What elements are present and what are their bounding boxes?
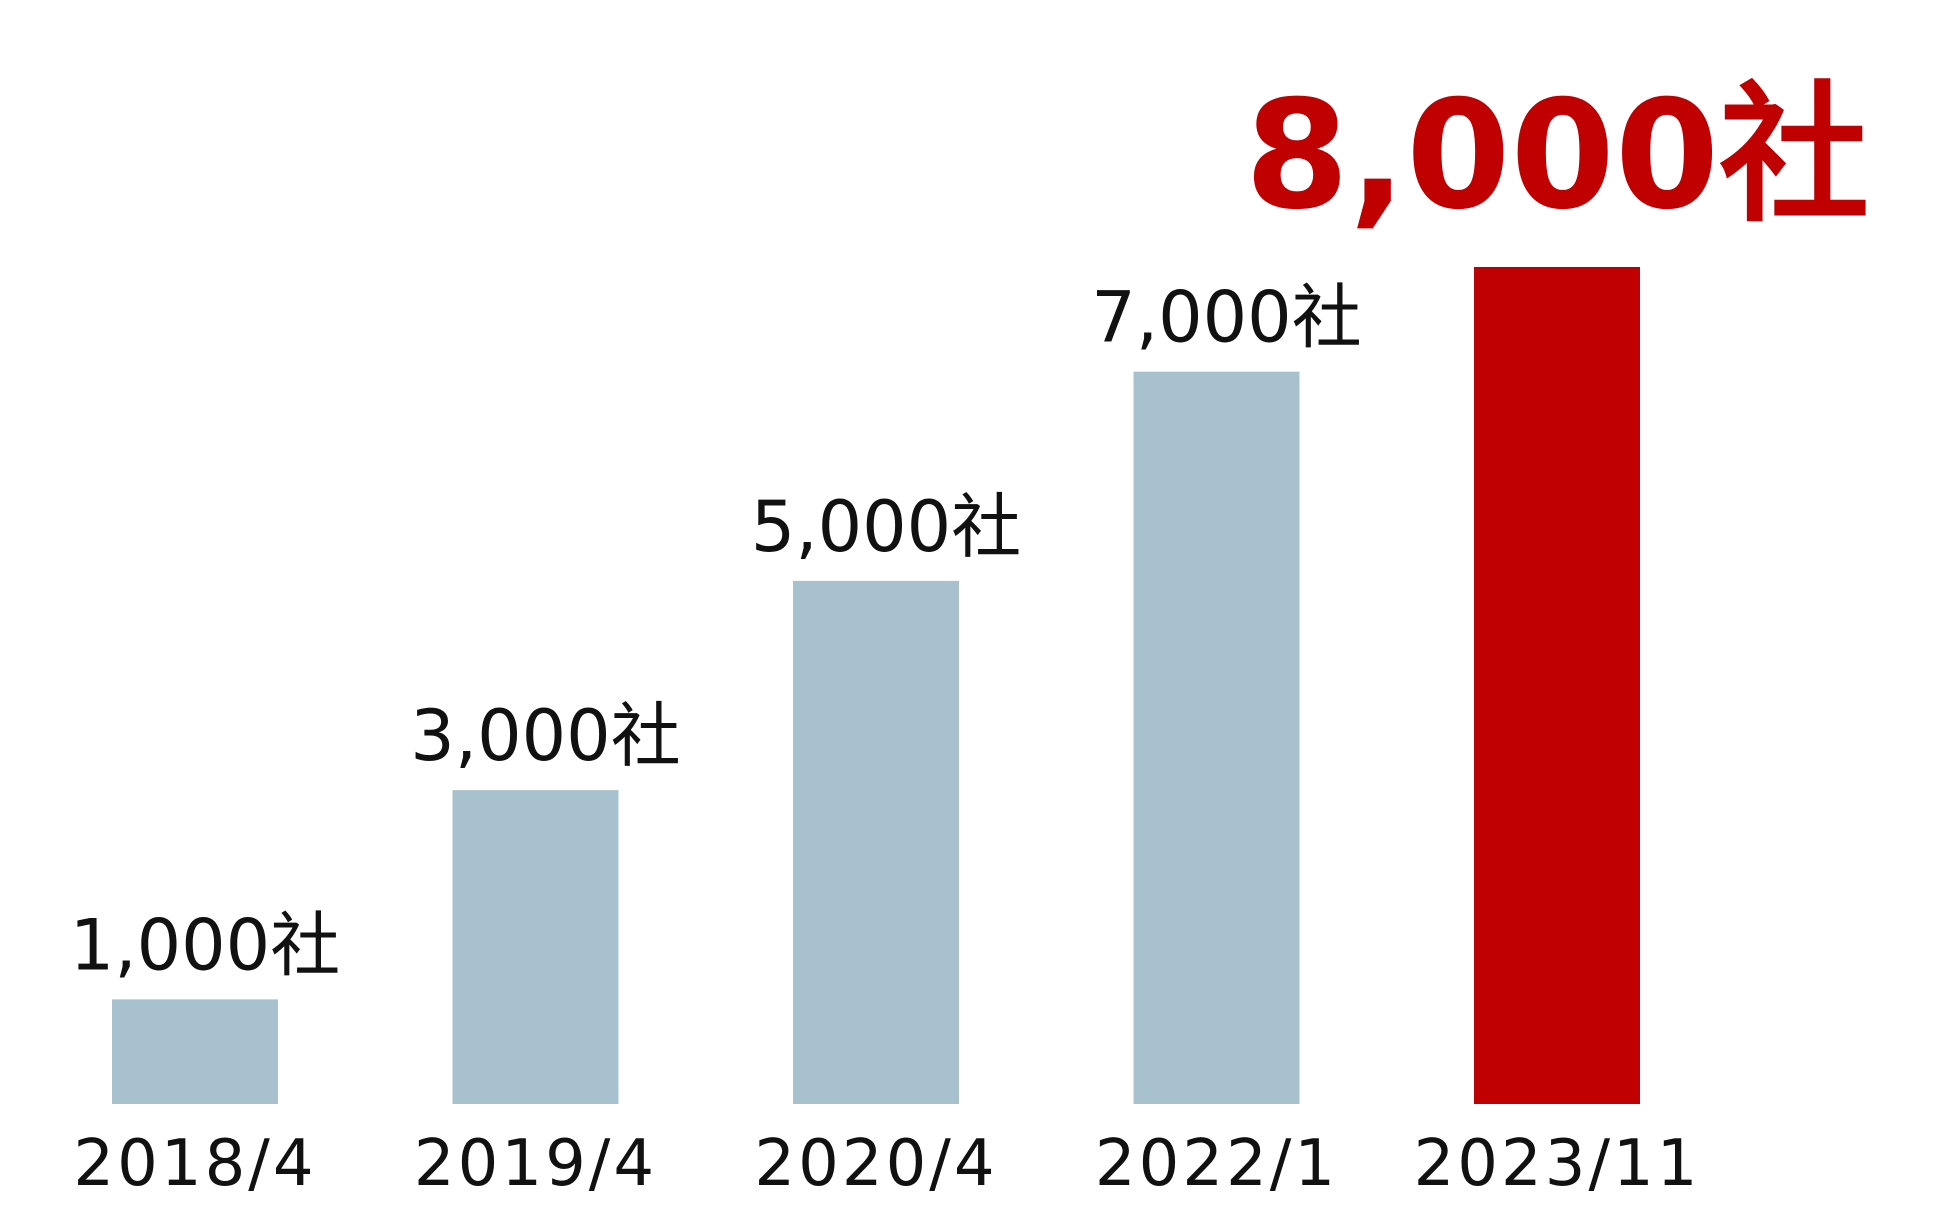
value-label: 1,000社 [70,904,340,986]
x-tick-label: 2018/4 [73,1127,316,1201]
value-label: 5,000社 [751,486,1021,568]
bar [452,790,619,1104]
bar [112,999,278,1104]
value-label: 7,000社 [1091,277,1361,359]
x-tick-label: 2022/1 [1095,1127,1338,1201]
x-tick-label: 2020/4 [754,1127,997,1201]
x-tick-label: 2019/4 [414,1127,657,1201]
x-tick-label: 2023/11 [1414,1127,1701,1201]
bar [793,580,959,1104]
value-label: 3,000社 [410,695,680,777]
value-label: 8,000社 [1245,69,1869,243]
bar [1474,267,1640,1104]
bar [1133,371,1300,1104]
